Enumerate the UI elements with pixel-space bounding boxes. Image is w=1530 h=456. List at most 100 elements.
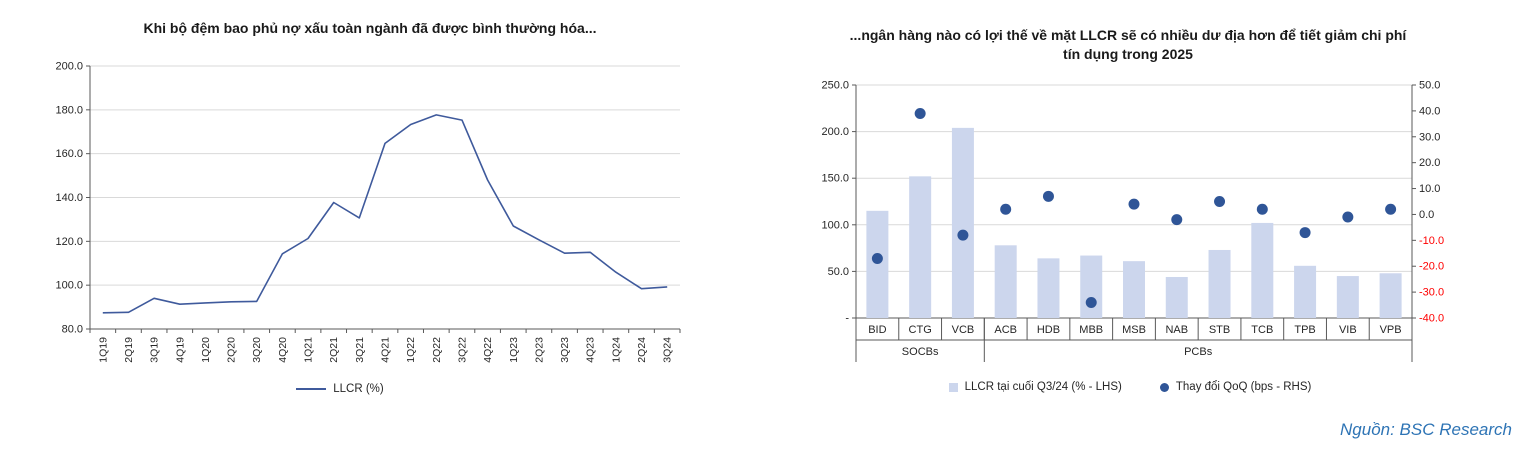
qoq-dot	[1171, 214, 1183, 226]
x-axis-label: 3Q23	[559, 337, 571, 363]
qoq-dot	[1128, 198, 1140, 210]
x-axis-label: 2Q20	[226, 337, 238, 363]
x-axis-label: 2Q24	[636, 337, 648, 363]
x-axis-label: BID	[868, 324, 886, 336]
axis-group-label: SOCBs	[902, 346, 939, 358]
x-axis-label: VIB	[1339, 324, 1357, 336]
x-axis-label: 2Q21	[328, 337, 340, 363]
x-axis-label: MBB	[1079, 324, 1103, 336]
right-axis-tick-label: -20.0	[1419, 261, 1444, 273]
right-chart-title-line2: tín dụng trong 2025	[1063, 46, 1193, 62]
y-axis-tick-label: 200.0	[55, 61, 83, 73]
qoq-dot	[1256, 203, 1268, 215]
llcr-bar-swatch	[948, 382, 958, 392]
qoq-dot-swatch	[1159, 382, 1169, 392]
llcr-bar	[1080, 255, 1103, 318]
right-axis-tick-label: -30.0	[1419, 287, 1444, 299]
left-axis-tick-label: 50.0	[828, 266, 849, 278]
qoq-dot	[1299, 227, 1311, 239]
x-axis-label: 1Q19	[97, 337, 109, 363]
x-axis-label: 3Q22	[456, 337, 468, 363]
x-axis-label: 4Q22	[482, 337, 494, 363]
left-axis-tick-label: 100.0	[821, 219, 849, 231]
y-axis-tick-label: 140.0	[55, 192, 83, 204]
x-axis-label: MSB	[1122, 324, 1146, 336]
bar-legend-item: LLCR tại cuối Q3/24 (% - LHS)	[948, 381, 1122, 393]
x-axis-label: HDB	[1037, 324, 1060, 336]
right-axis-tick-label: 10.0	[1419, 183, 1440, 195]
qoq-dot	[957, 229, 969, 241]
source-credit: Nguồn: BSC Research	[1340, 420, 1512, 439]
llcr-bar	[1251, 222, 1274, 318]
dot-legend-label: Thay đổi QoQ (bps - RHS)	[1175, 381, 1312, 393]
right-axis-tick-label: 50.0	[1419, 80, 1440, 92]
left-axis-tick-label: 250.0	[821, 80, 849, 92]
qoq-dot	[871, 252, 883, 264]
qoq-dot	[914, 107, 926, 119]
x-axis-label: 3Q19	[149, 337, 161, 363]
x-axis-label: 4Q20	[277, 337, 289, 363]
llcr-trend-line-chart: 200.0 180.0 160.0 140.0 120.0 100.0 80.0 1Q19 2Q…	[55, 61, 681, 363]
x-axis-label: 4Q21	[380, 337, 392, 363]
x-axis-label: 2Q19	[123, 337, 135, 363]
axis-group-label: PCBs	[1184, 346, 1213, 358]
right-axis-tick-label: 40.0	[1419, 105, 1440, 117]
x-axis-label: CTG	[909, 324, 932, 336]
x-axis-label: 3Q20	[251, 337, 263, 363]
llcr-bar	[1208, 249, 1231, 318]
dot-legend-item: Thay đổi QoQ (bps - RHS)	[1159, 381, 1312, 393]
llcr-bar	[909, 176, 932, 318]
llcr-line-series	[102, 114, 668, 314]
x-axis-label: VPB	[1380, 324, 1402, 336]
llcr-bar	[1379, 273, 1402, 318]
left-axis-tick-label: 200.0	[821, 126, 849, 138]
x-axis-label: 4Q19	[174, 337, 186, 363]
y-axis-tick-label: 160.0	[55, 148, 83, 160]
x-axis-label: 1Q22	[405, 337, 417, 363]
qoq-dot	[1385, 203, 1397, 215]
llcr-legend-label: LLCR (%)	[333, 383, 384, 395]
llcr-bar	[1294, 265, 1317, 318]
left-axis-tick-label: -	[845, 313, 849, 325]
y-axis-tick-label: 100.0	[55, 280, 83, 292]
x-axis-label: 3Q21	[354, 337, 366, 363]
bar-legend-label: LLCR tại cuối Q3/24 (% - LHS)	[964, 381, 1122, 393]
qoq-dot	[1000, 203, 1012, 215]
x-axis-label: 1Q21	[303, 337, 315, 363]
llcr-bar	[1123, 261, 1145, 318]
right-axis-tick-label: -10.0	[1419, 235, 1444, 247]
right-axis-tick-label: 0.0	[1419, 209, 1434, 221]
x-axis-label: 1Q23	[508, 337, 520, 363]
llcr-bar	[1037, 258, 1060, 318]
y-axis-tick-label: 180.0	[55, 104, 83, 116]
x-axis-label: STB	[1209, 324, 1230, 336]
llcr-bar	[951, 127, 974, 318]
qoq-dot	[1085, 296, 1097, 308]
x-axis-label: NAB	[1165, 324, 1188, 336]
right-chart-legend: LLCR tại cuối Q3/24 (% - LHS) Thay đổi Q…	[830, 381, 1430, 393]
left-axis-tick-label: 150.0	[821, 173, 849, 185]
x-axis-label: 3Q24	[662, 337, 674, 363]
y-axis-tick-label: 120.0	[55, 236, 83, 248]
qoq-dot	[1042, 190, 1054, 202]
right-axis-tick-label: -40.0	[1419, 313, 1444, 325]
left-chart-title: Khi bộ đệm bao phủ nợ xấu toàn ngành đã …	[143, 20, 597, 36]
llcr-bar	[1336, 276, 1359, 318]
x-axis-label: ACB	[994, 324, 1017, 336]
y-axis-tick-label: 80.0	[62, 324, 83, 336]
x-axis-label: 1Q24	[610, 337, 622, 363]
x-axis-label: TCB	[1251, 324, 1273, 336]
right-chart-title: ...ngân hàng nào có lợi thế về mặt LLCR …	[828, 26, 1428, 64]
qoq-dot	[1214, 196, 1226, 207]
llcr-by-bank-combo-chart: 250.0 200.0 150.0 100.0 50.0 - 50.0 40.0 30.0 20.…	[821, 80, 1444, 362]
llcr-bar	[1165, 276, 1188, 318]
x-axis-label: 2Q23	[533, 337, 545, 363]
x-axis-label: 1Q20	[200, 337, 212, 363]
x-axis-label: 2Q22	[431, 337, 443, 363]
right-axis-tick-label: 20.0	[1419, 157, 1440, 169]
llcr-bar	[994, 245, 1017, 318]
x-axis-label: TPB	[1294, 324, 1315, 336]
x-axis-label: VCB	[952, 324, 975, 336]
right-axis-tick-label: 30.0	[1419, 131, 1440, 143]
